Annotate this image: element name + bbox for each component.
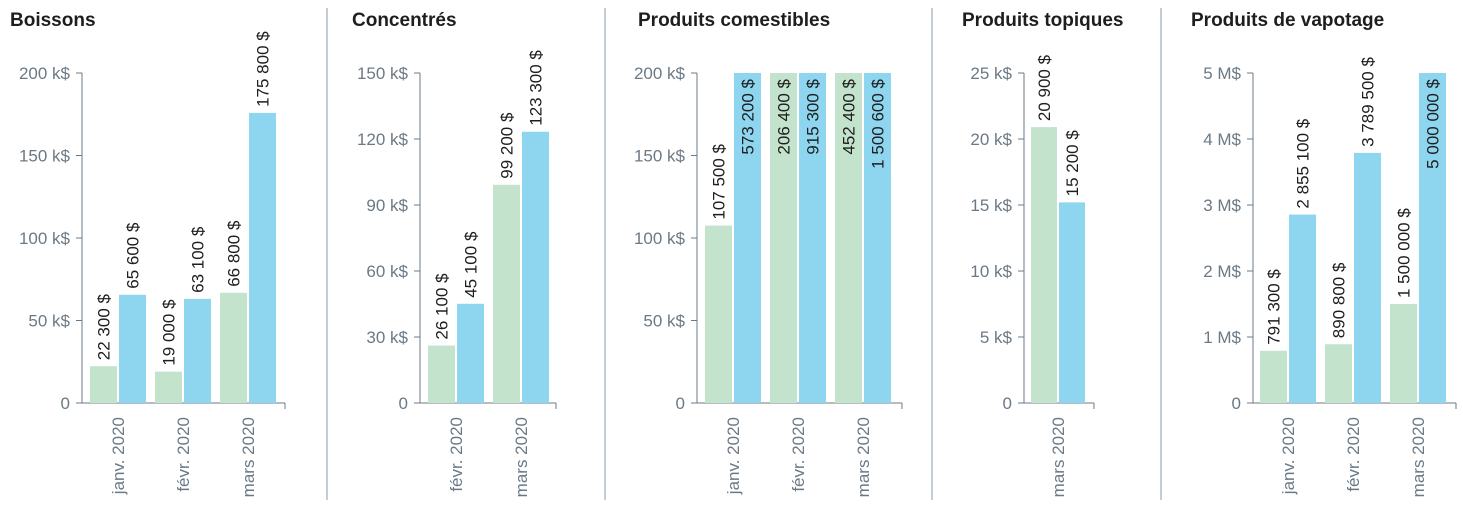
y-tick-label: 0 xyxy=(1232,394,1241,413)
bar xyxy=(1325,344,1352,403)
data-label: 1 500 600 $ xyxy=(869,78,888,168)
data-label: 206 400 $ xyxy=(775,78,794,154)
chart-title: Concentrés xyxy=(352,10,457,31)
data-label: 915 300 $ xyxy=(804,78,823,154)
y-tick-label: 150 k$ xyxy=(19,147,71,166)
chart-title: Boissons xyxy=(10,10,96,31)
y-tick-label: 200 k$ xyxy=(19,64,71,83)
x-tick-label: mars 2020 xyxy=(512,417,531,497)
data-label: 452 400 $ xyxy=(840,78,859,154)
data-label: 22 300 $ xyxy=(95,293,114,360)
bar xyxy=(1354,152,1381,403)
y-tick-label: 20 k$ xyxy=(970,130,1012,149)
bar xyxy=(1031,127,1057,404)
y-tick-label: 100 k$ xyxy=(19,229,71,248)
data-label: 15 200 $ xyxy=(1063,130,1082,197)
data-label: 66 800 $ xyxy=(225,220,244,287)
y-tick-label: 0 xyxy=(1003,394,1012,413)
data-label: 573 200 $ xyxy=(739,78,758,154)
data-label: 2 855 100 $ xyxy=(1294,118,1313,208)
x-tick-label: févr. 2020 xyxy=(1344,417,1363,492)
y-tick-label: 150 k$ xyxy=(634,147,686,166)
bar xyxy=(1289,214,1316,403)
x-tick-label: janv. 2020 xyxy=(109,417,128,495)
data-label: 65 600 $ xyxy=(124,222,143,289)
bar xyxy=(428,345,455,403)
chart-panel-4: Produits topiques 0 5 k$ 10 k$ 15 k$ 20 k$ 25 … xyxy=(962,10,1124,497)
y-tick-label: 30 k$ xyxy=(366,328,408,347)
y-tick-label: 5 M$ xyxy=(1203,64,1241,83)
data-label: 99 200 $ xyxy=(498,112,517,179)
bar xyxy=(1260,350,1287,403)
x-tick-label: mars 2020 xyxy=(1049,417,1068,497)
chart-panel-3: Produits comestibles 0 50 k$ 100 k$ 150 k$ 20… xyxy=(634,10,903,497)
data-label: 107 500 $ xyxy=(710,143,729,219)
data-label: 63 100 $ xyxy=(189,226,208,293)
y-tick-label: 150 k$ xyxy=(357,64,409,83)
data-label: 26 100 $ xyxy=(433,273,452,340)
x-tick-label: mars 2020 xyxy=(1409,417,1428,497)
bar xyxy=(493,184,520,403)
y-tick-label: 2 M$ xyxy=(1203,262,1241,281)
y-tick-label: 15 k$ xyxy=(970,196,1012,215)
x-tick-label: févr. 2020 xyxy=(447,417,466,492)
bar xyxy=(835,73,862,403)
data-label: 175 800 $ xyxy=(254,31,273,107)
x-tick-label: févr. 2020 xyxy=(789,417,808,492)
y-tick-label: 1 M$ xyxy=(1203,328,1241,347)
x-tick-label: mars 2020 xyxy=(239,417,258,497)
bar xyxy=(155,371,182,403)
y-tick-label: 90 k$ xyxy=(366,196,408,215)
bar xyxy=(220,292,247,403)
x-tick-label: janv. 2020 xyxy=(724,417,743,495)
bar xyxy=(1059,202,1085,403)
chart-panel-5: Produits de vapotage 0 1 M$ 2 M$ 3 M$ 4 M$ 5 M… xyxy=(1191,10,1457,497)
y-tick-label: 100 k$ xyxy=(634,229,686,248)
chart-title: Produits comestibles xyxy=(638,10,830,31)
y-tick-label: 50 k$ xyxy=(28,312,70,331)
y-tick-label: 120 k$ xyxy=(357,130,409,149)
bar xyxy=(90,366,117,403)
data-label: 123 300 $ xyxy=(527,50,546,126)
y-tick-label: 200 k$ xyxy=(634,64,686,83)
data-label: 19 000 $ xyxy=(160,299,179,366)
y-tick-label: 0 xyxy=(399,394,408,413)
bar xyxy=(522,131,549,404)
y-tick-label: 3 M$ xyxy=(1203,196,1241,215)
chart-title: Produits de vapotage xyxy=(1191,10,1384,31)
y-tick-label: 0 xyxy=(676,394,685,413)
data-label: 890 800 $ xyxy=(1330,262,1349,338)
data-label: 5 000 000 $ xyxy=(1424,78,1443,168)
y-tick-label: 4 M$ xyxy=(1203,130,1241,149)
data-label: 791 300 $ xyxy=(1265,269,1284,345)
y-tick-label: 10 k$ xyxy=(970,262,1012,281)
y-tick-label: 60 k$ xyxy=(366,262,408,281)
data-label: 20 900 $ xyxy=(1035,54,1054,121)
data-label: 3 789 500 $ xyxy=(1359,57,1378,147)
bar xyxy=(799,73,826,403)
y-tick-label: 50 k$ xyxy=(643,312,685,331)
bar xyxy=(734,73,761,403)
bar xyxy=(1390,304,1417,403)
data-label: 1 500 000 $ xyxy=(1395,208,1414,298)
bar xyxy=(119,294,146,403)
chart-panel-1: Boissons 0 50 k$ 100 k$ 150 k$ 200 k$ 22 300 $… xyxy=(10,10,286,497)
x-tick-label: mars 2020 xyxy=(854,417,873,497)
y-tick-label: 25 k$ xyxy=(970,64,1012,83)
bar xyxy=(1419,73,1446,403)
x-tick-label: janv. 2020 xyxy=(1279,417,1298,495)
bar xyxy=(705,225,732,403)
data-label: 45 100 $ xyxy=(462,231,481,298)
bar xyxy=(184,298,211,403)
bar xyxy=(457,303,484,403)
chart-title: Produits topiques xyxy=(962,10,1124,31)
y-tick-label: 5 k$ xyxy=(980,328,1013,347)
bar xyxy=(864,73,891,403)
bar xyxy=(770,73,797,403)
y-tick-label: 0 xyxy=(61,394,70,413)
chart-panel-2: Concentrés 0 30 k$ 60 k$ 90 k$ 120 k$ 150 k$ 26… xyxy=(352,10,557,497)
x-tick-label: févr. 2020 xyxy=(174,417,193,492)
bar xyxy=(249,112,276,404)
